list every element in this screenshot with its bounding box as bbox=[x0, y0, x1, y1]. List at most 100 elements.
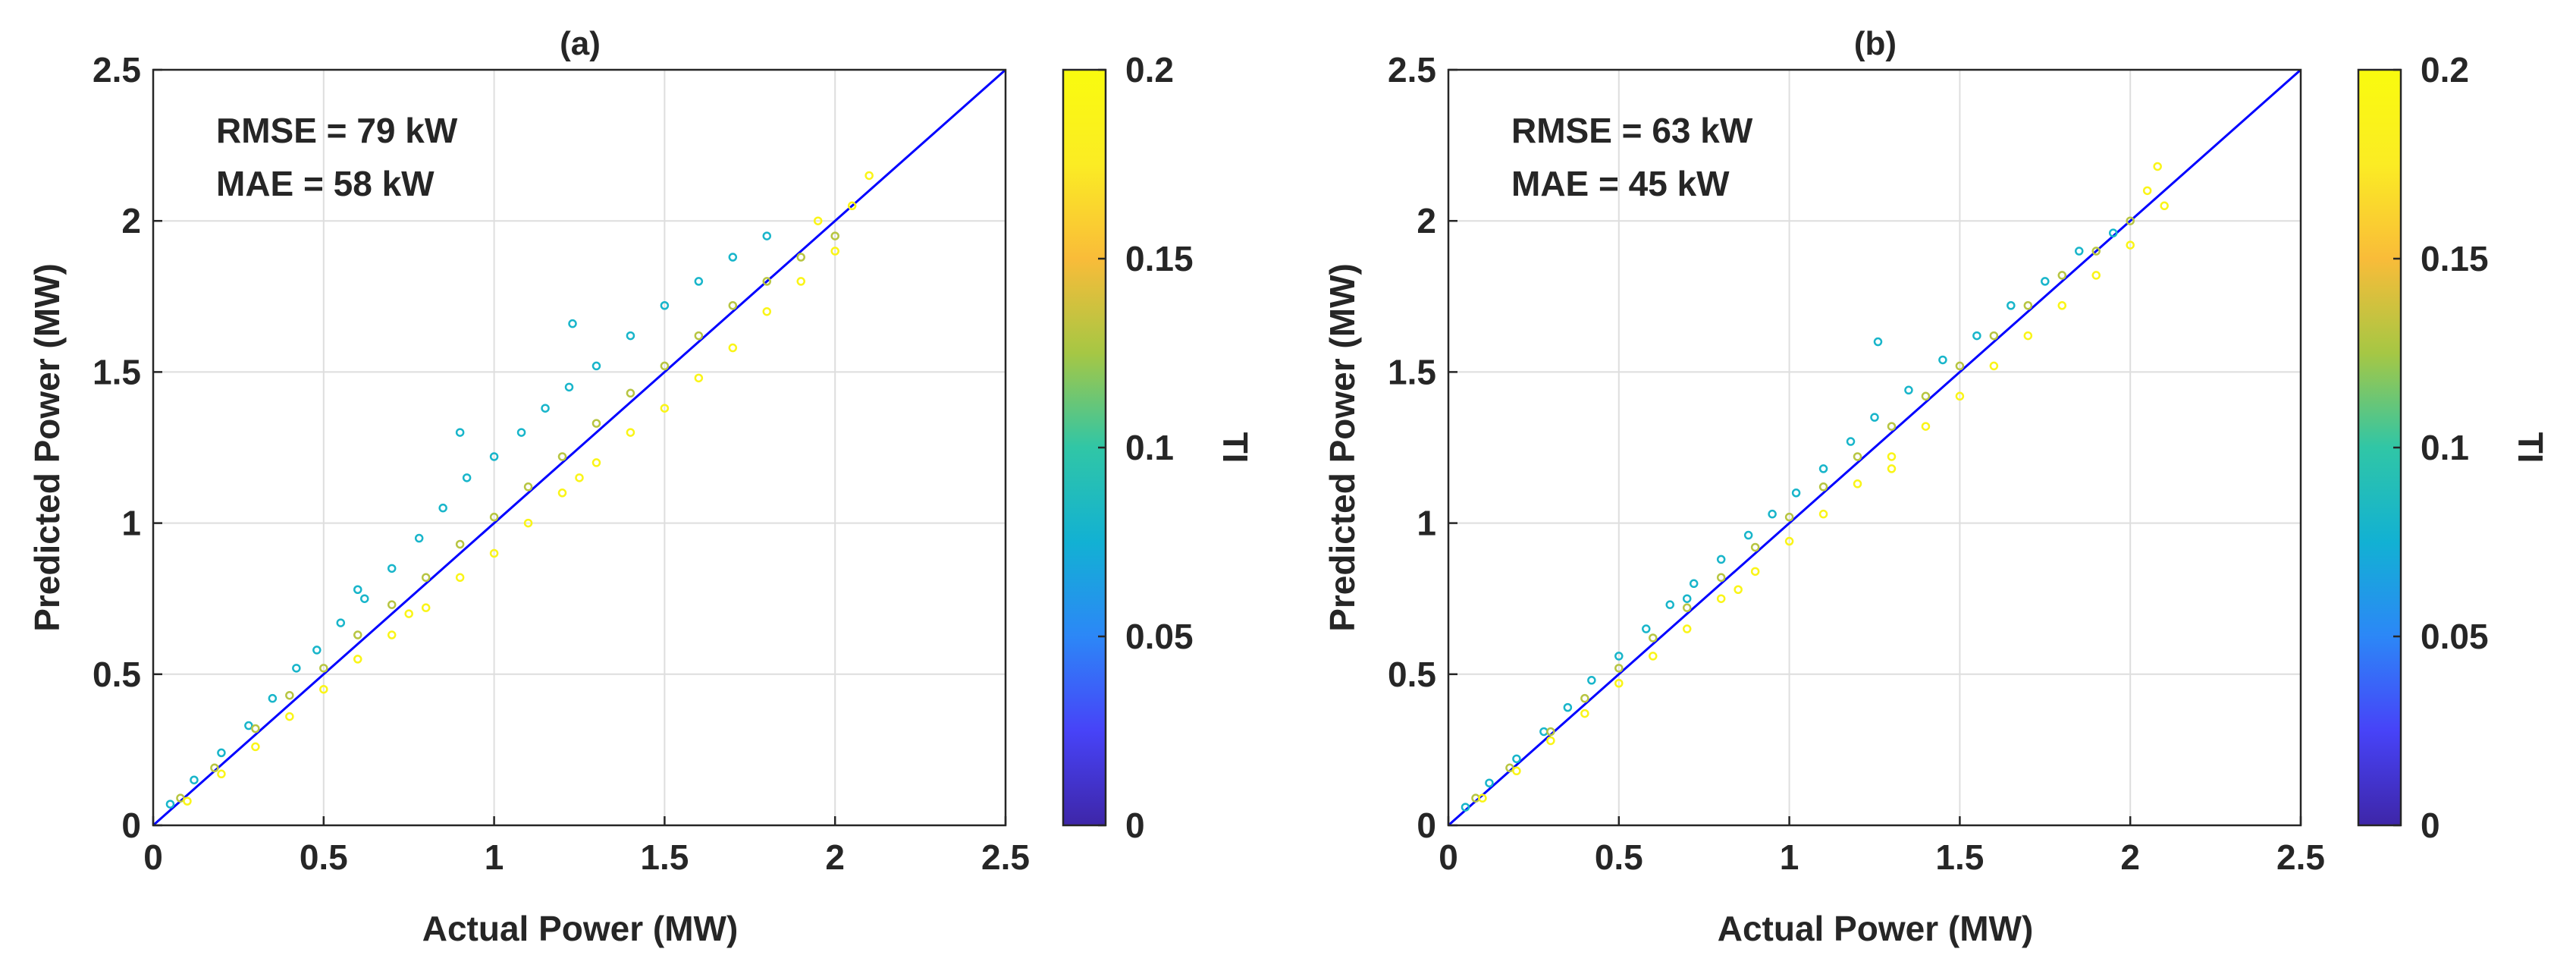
x-tick-label: 2 bbox=[2120, 837, 2140, 877]
scatter-point bbox=[830, 247, 839, 256]
scatter-point bbox=[387, 630, 397, 639]
scatter-point bbox=[1846, 437, 1856, 446]
scatter-point bbox=[489, 452, 499, 461]
scatter-point bbox=[1887, 422, 1897, 431]
scatter-point bbox=[591, 458, 601, 467]
scatter-point bbox=[455, 428, 465, 437]
scatter-point bbox=[1887, 464, 1897, 473]
scatter-point bbox=[1485, 778, 1494, 787]
panel-a-colorbar: 0 0.05 0.1 0.15 0.2 bbox=[1062, 50, 1194, 845]
scatter-point bbox=[660, 404, 670, 413]
scatter-point bbox=[217, 748, 226, 758]
panel-a-annotation-rmse: RMSE = 79 kW bbox=[216, 111, 458, 150]
scatter-point bbox=[523, 518, 533, 528]
scatter-point bbox=[489, 548, 499, 558]
panel-a-ticks: 0 0.5 1 1.5 2 2.5 0 0.5 1 1.5 2 2.5 bbox=[93, 50, 1030, 877]
scatter-point bbox=[564, 382, 574, 392]
x-tick-label: 0 bbox=[143, 837, 163, 877]
x-tick-label: 0.5 bbox=[300, 837, 348, 877]
scatter-point bbox=[414, 533, 424, 543]
scatter-point bbox=[591, 361, 601, 371]
y-tick-label: 1.5 bbox=[93, 352, 141, 391]
scatter-point bbox=[336, 618, 346, 627]
scatter-point bbox=[251, 742, 260, 752]
scatter-point bbox=[1938, 355, 1947, 365]
scatter-point bbox=[2108, 228, 2118, 237]
colorbar-tick-label: 0.2 bbox=[1125, 50, 1174, 90]
panel-b-xlabel: Actual Power (MW) bbox=[1718, 909, 2034, 948]
panel-b-annotation-rmse: RMSE = 63 kW bbox=[1511, 111, 1753, 150]
scatter-point bbox=[1682, 603, 1692, 612]
scatter-point bbox=[864, 171, 874, 181]
scatter-point bbox=[404, 609, 413, 618]
scatter-point bbox=[217, 769, 226, 779]
panel-a-axes-box bbox=[152, 68, 1007, 827]
scatter-point bbox=[1791, 489, 1801, 498]
x-tick-label: 1 bbox=[485, 837, 504, 877]
scatter-point bbox=[1682, 624, 1692, 633]
scatter-point bbox=[660, 301, 670, 310]
scatter-point bbox=[1989, 361, 1999, 371]
colorbar-tick-label: 0 bbox=[1125, 806, 1145, 845]
scatter-point bbox=[1546, 736, 1555, 746]
scatter-point bbox=[1546, 727, 1555, 737]
panel-b-annotation-mae: MAE = 45 kW bbox=[1511, 164, 1730, 203]
scatter-point bbox=[1649, 633, 1658, 643]
scatter-point bbox=[813, 216, 823, 225]
x-tick-label: 2 bbox=[825, 837, 845, 877]
scatter-point bbox=[694, 373, 704, 383]
colorbar-tick-label: 0.1 bbox=[1125, 428, 1174, 467]
scatter-point bbox=[1743, 530, 1753, 540]
scatter-point bbox=[626, 331, 635, 341]
scatter-point bbox=[1478, 793, 1487, 803]
scatter-point bbox=[575, 473, 584, 482]
scatter-point bbox=[2057, 271, 2067, 280]
scatter-point bbox=[557, 489, 567, 498]
scatter-point bbox=[2142, 186, 2152, 196]
scatter-point bbox=[1784, 512, 1794, 522]
scatter-point bbox=[353, 655, 362, 664]
panel-a-points bbox=[165, 171, 874, 809]
colorbar-tick-label: 0 bbox=[2421, 806, 2440, 845]
scatter-point bbox=[660, 361, 670, 371]
scatter-point bbox=[1972, 331, 1981, 341]
scatter-point bbox=[2160, 201, 2169, 211]
scatter-point bbox=[1689, 579, 1699, 589]
scatter-point bbox=[1887, 452, 1897, 461]
scatter-point bbox=[489, 512, 499, 522]
scatter-point bbox=[1750, 542, 1760, 552]
scatter-point bbox=[830, 231, 839, 240]
scatter-point bbox=[2126, 240, 2135, 250]
scatter-point bbox=[1716, 573, 1726, 583]
panel-b-axes-box bbox=[1447, 68, 2302, 827]
scatter-point bbox=[387, 564, 397, 573]
scatter-point bbox=[1505, 763, 1514, 773]
scatter-point bbox=[455, 573, 465, 583]
scatter-point bbox=[1873, 337, 1883, 347]
scatter-point bbox=[438, 503, 447, 513]
scatter-point bbox=[1955, 391, 1965, 401]
panel-a-ylabel: Predicted Power (MW) bbox=[27, 263, 67, 632]
scatter-point bbox=[762, 277, 772, 286]
scatter-point bbox=[1818, 509, 1828, 519]
scatter-point bbox=[455, 539, 465, 549]
scatter-point bbox=[165, 800, 175, 809]
colorbar-tick-label: 0.15 bbox=[1125, 239, 1194, 278]
colorbar-tick-label: 0.15 bbox=[2421, 239, 2489, 278]
scatter-point bbox=[523, 482, 533, 492]
scatter-point bbox=[1750, 567, 1760, 577]
y-tick-label: 1 bbox=[121, 504, 141, 543]
scatter-point bbox=[285, 690, 294, 700]
x-tick-label: 0 bbox=[1439, 837, 1458, 877]
scatter-point bbox=[557, 452, 567, 461]
scatter-point bbox=[1818, 482, 1828, 492]
scatter-point bbox=[1539, 727, 1548, 737]
colorbar-tick-label: 0.2 bbox=[2421, 50, 2469, 90]
scatter-point bbox=[728, 301, 738, 310]
scatter-point bbox=[1904, 385, 1913, 395]
scatter-point bbox=[1580, 709, 1589, 718]
scatter-point bbox=[516, 428, 526, 437]
scatter-point bbox=[1563, 702, 1573, 712]
scatter-point bbox=[568, 319, 577, 328]
